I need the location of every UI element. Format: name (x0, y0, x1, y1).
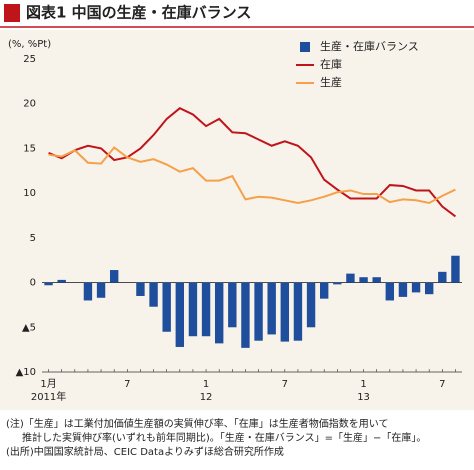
bar (254, 282, 263, 341)
line (48, 146, 456, 205)
bar (57, 279, 66, 283)
bar (319, 282, 329, 299)
x-tick-label: 7 (124, 379, 130, 390)
bar (149, 282, 158, 307)
y-tick-label: 5 (30, 233, 36, 244)
y-axis-label: (%, %Pt) (8, 39, 51, 50)
x-tick-label: 1 (360, 379, 366, 390)
bar (109, 270, 119, 283)
legend-label: 生産・在庫バランス (320, 39, 419, 53)
bar (267, 282, 276, 335)
bar (175, 282, 185, 347)
title-marker (4, 4, 20, 22)
bar (411, 282, 421, 293)
x-tick-label: 7 (282, 379, 288, 390)
legend-swatch (300, 42, 310, 52)
bar (333, 282, 342, 285)
bar (96, 282, 106, 298)
y-tick-label: 25 (23, 54, 36, 65)
bar (214, 282, 224, 344)
y-tick-label: 0 (30, 278, 36, 289)
line (48, 107, 457, 218)
y-tick-label: ▲10 (16, 367, 36, 378)
y-tick-label: ▲5 (22, 322, 36, 333)
x-sublabel: 12 (200, 392, 213, 403)
bar (372, 277, 381, 283)
bar (280, 282, 290, 342)
bar (424, 282, 434, 295)
note: 推計した実質伸び率(いずれも前年同期比)。「生産・在庫バランス」=「生産」−「在… (22, 431, 426, 444)
bar (136, 282, 145, 296)
bar (385, 282, 395, 301)
y-tick-label: 20 (23, 99, 36, 110)
bar (359, 277, 368, 283)
bar (346, 273, 355, 283)
legend-label: 在庫 (320, 57, 342, 71)
bar (201, 282, 211, 337)
bar (44, 282, 53, 286)
x-tick-label: 7 (439, 379, 445, 390)
plot-bg (0, 30, 474, 410)
bar (398, 282, 408, 297)
bar (188, 282, 198, 337)
bar (306, 282, 316, 328)
y-tick-label: 15 (23, 143, 36, 154)
bar (228, 282, 237, 328)
x-sublabel: 2011年 (31, 390, 66, 403)
title: 図表1 中国の生産・在庫バランス (26, 4, 251, 22)
x-tick-label: 1月 (40, 378, 56, 390)
bar (162, 282, 171, 332)
y-tick-label: 10 (23, 188, 36, 199)
bar (438, 271, 447, 283)
x-tick-label: 1 (203, 379, 209, 390)
bar (293, 282, 303, 341)
x-sublabel: 13 (357, 392, 370, 403)
legend-label: 生産 (320, 75, 342, 89)
bar (83, 282, 93, 301)
bar (241, 282, 250, 348)
note: (出所)中国国家統計局、CEIC Dataよりみずほ総合研究所作成 (6, 445, 284, 458)
bar (451, 255, 460, 283)
note: (注)「生産」は工業付加価値生産額の実質伸び率、「在庫」は生産者物価指数を用いて (6, 417, 389, 430)
